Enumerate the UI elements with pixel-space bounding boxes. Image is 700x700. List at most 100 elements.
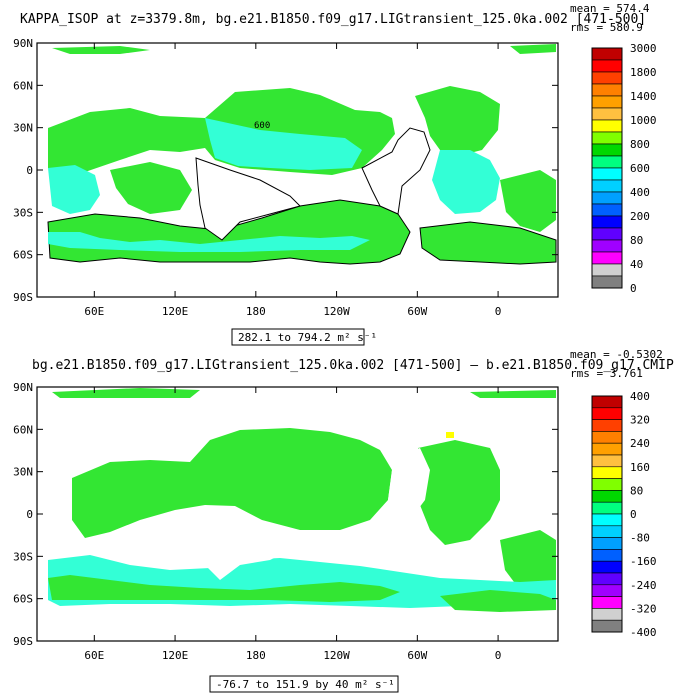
colorbar-swatch [591,407,623,420]
colorbar-swatch [591,466,623,479]
x-tick-label: 120E [162,305,189,318]
panel-top-range-box: 282.1 to 794.2 m² s⁻¹ [231,328,377,346]
diff-green-arctic [52,388,200,398]
ocean-green-atlantic [415,86,500,156]
colorbar-swatch [591,501,623,515]
y-tick-label: 30S [13,206,33,219]
colorbar-swatch [591,95,623,109]
diff-green-eastatl [500,530,556,590]
y-tick-label: 60N [13,79,33,92]
y-tick-label: 60N [13,423,33,436]
colorbar-swatch [591,490,623,503]
land-australia-region [195,157,301,241]
land-africa-region [482,150,508,178]
colorbar-label: -240 [630,579,657,592]
y-tick-label: 30N [13,122,33,135]
panel-bottom-colorbar: 400 320 240 160 80 0 -80 -160 -240 -320 -400 [591,390,657,639]
colorbar-swatch [591,47,623,61]
panel-top-map: 600 [36,42,559,298]
colorbar-swatch [591,155,623,169]
colorbar-label: 3000 [630,42,657,55]
y-tick-label: 60S [13,249,33,262]
colorbar-label: 80 [630,234,643,247]
colorbar-label: 240 [630,437,650,450]
colorbar-swatch [591,513,623,527]
colorbar-swatch [591,454,623,468]
land-americas-region [361,127,431,215]
x-tick-label: 120E [162,649,189,662]
panel-top-contour-label: 600 [254,121,270,131]
ocean-cyan-southern [48,232,370,252]
y-tick-label: 90S [13,635,33,648]
colorbar-label: -80 [630,532,650,545]
colorbar-swatch [591,560,623,574]
ocean-green-eastatl [500,170,556,232]
diff-green-main [72,428,392,538]
diff-yellow-spot [446,432,454,438]
colorbar-swatch [591,59,623,73]
x-tick-label: 60E [84,305,104,318]
colorbar-label: 1800 [630,66,657,79]
colorbar-label: 0 [630,282,637,295]
panel-top-title: KAPPA_ISOP at z=3379.8m, bg.e21.B1850.f0… [20,12,646,27]
colorbar-label: -400 [630,626,657,639]
colorbar-swatch [591,239,623,253]
diff-green-southern [48,575,400,602]
panel-top: KAPPA_ISOP at z=3379.8m, bg.e21.B1850.f0… [13,2,657,346]
colorbar-swatch [591,619,623,633]
colorbar-swatch [591,442,623,456]
diff-land-australia [200,510,290,580]
y-tick-label: 30S [13,550,33,563]
x-tick-label: 60E [84,649,104,662]
colorbar-label: 600 [630,162,650,175]
y-tick-label: 60S [13,593,33,606]
colorbar-label: 400 [630,390,650,403]
panel-bottom-range-text: -76.7 to 151.9 by 40 m² s⁻¹ [216,678,395,691]
diff-green-arctic-2 [470,390,556,398]
x-tick-label: 60W [407,649,427,662]
colorbar-swatch [591,549,623,562]
colorbar-label: 800 [630,138,650,151]
colorbar-swatch [591,251,623,265]
panel-bottom: bg.e21.B1850.f09_g17.LIGtransient_125.0k… [13,348,674,693]
colorbar-swatch [591,525,623,538]
colorbar-swatch [591,179,623,193]
colorbar-swatch [591,215,623,229]
colorbar-label: 1400 [630,90,657,103]
colorbar-swatch [591,572,623,586]
x-tick-label: 0 [495,305,502,318]
colorbar-swatch [591,107,623,121]
panel-top-x-axis: 60E 120E 180 120W 60W 0 [84,43,501,318]
x-tick-label: 180 [246,305,266,318]
colorbar-swatch [591,431,623,444]
panel-bottom-y-axis: 90N 60N 30N 0 30S 60S 90S [13,381,558,648]
panel-bottom-x-axis: 60E 120E 180 120W 60W 0 [84,387,501,662]
y-tick-label: 0 [26,164,33,177]
x-tick-label: 180 [246,649,266,662]
colorbar-swatch [591,167,623,181]
ocean-green-arctic-strip [52,46,150,54]
x-tick-label: 0 [495,649,502,662]
colorbar-label: 0 [630,508,637,521]
y-tick-label: 0 [26,508,33,521]
colorbar-swatch [591,608,623,621]
colorbar-swatch [591,119,623,133]
colorbar-label: 80 [630,484,643,497]
ocean-cyan-indian [48,165,100,214]
panel-bottom-range-box: -76.7 to 151.9 by 40 m² s⁻¹ [209,675,399,693]
panel-bottom-rms: rms = 3.761 [570,367,643,380]
y-tick-label: 90N [13,37,33,50]
colorbar-frame [591,395,623,633]
ocean-green-arctic-strip-2 [510,44,556,54]
x-tick-label: 120W [323,649,350,662]
colorbar-swatch [591,191,623,205]
colorbar-swatch [591,275,623,289]
panel-bottom-map [36,386,559,642]
diff-green-atlantic [418,440,500,545]
panel-top-y-axis: 90N 60N 30N 0 30S 60S 90S [13,37,558,304]
colorbar-swatch [591,83,623,97]
colorbar-label: 1000 [630,114,657,127]
colorbar-swatch [591,263,623,277]
colorbar-swatch [591,537,623,550]
